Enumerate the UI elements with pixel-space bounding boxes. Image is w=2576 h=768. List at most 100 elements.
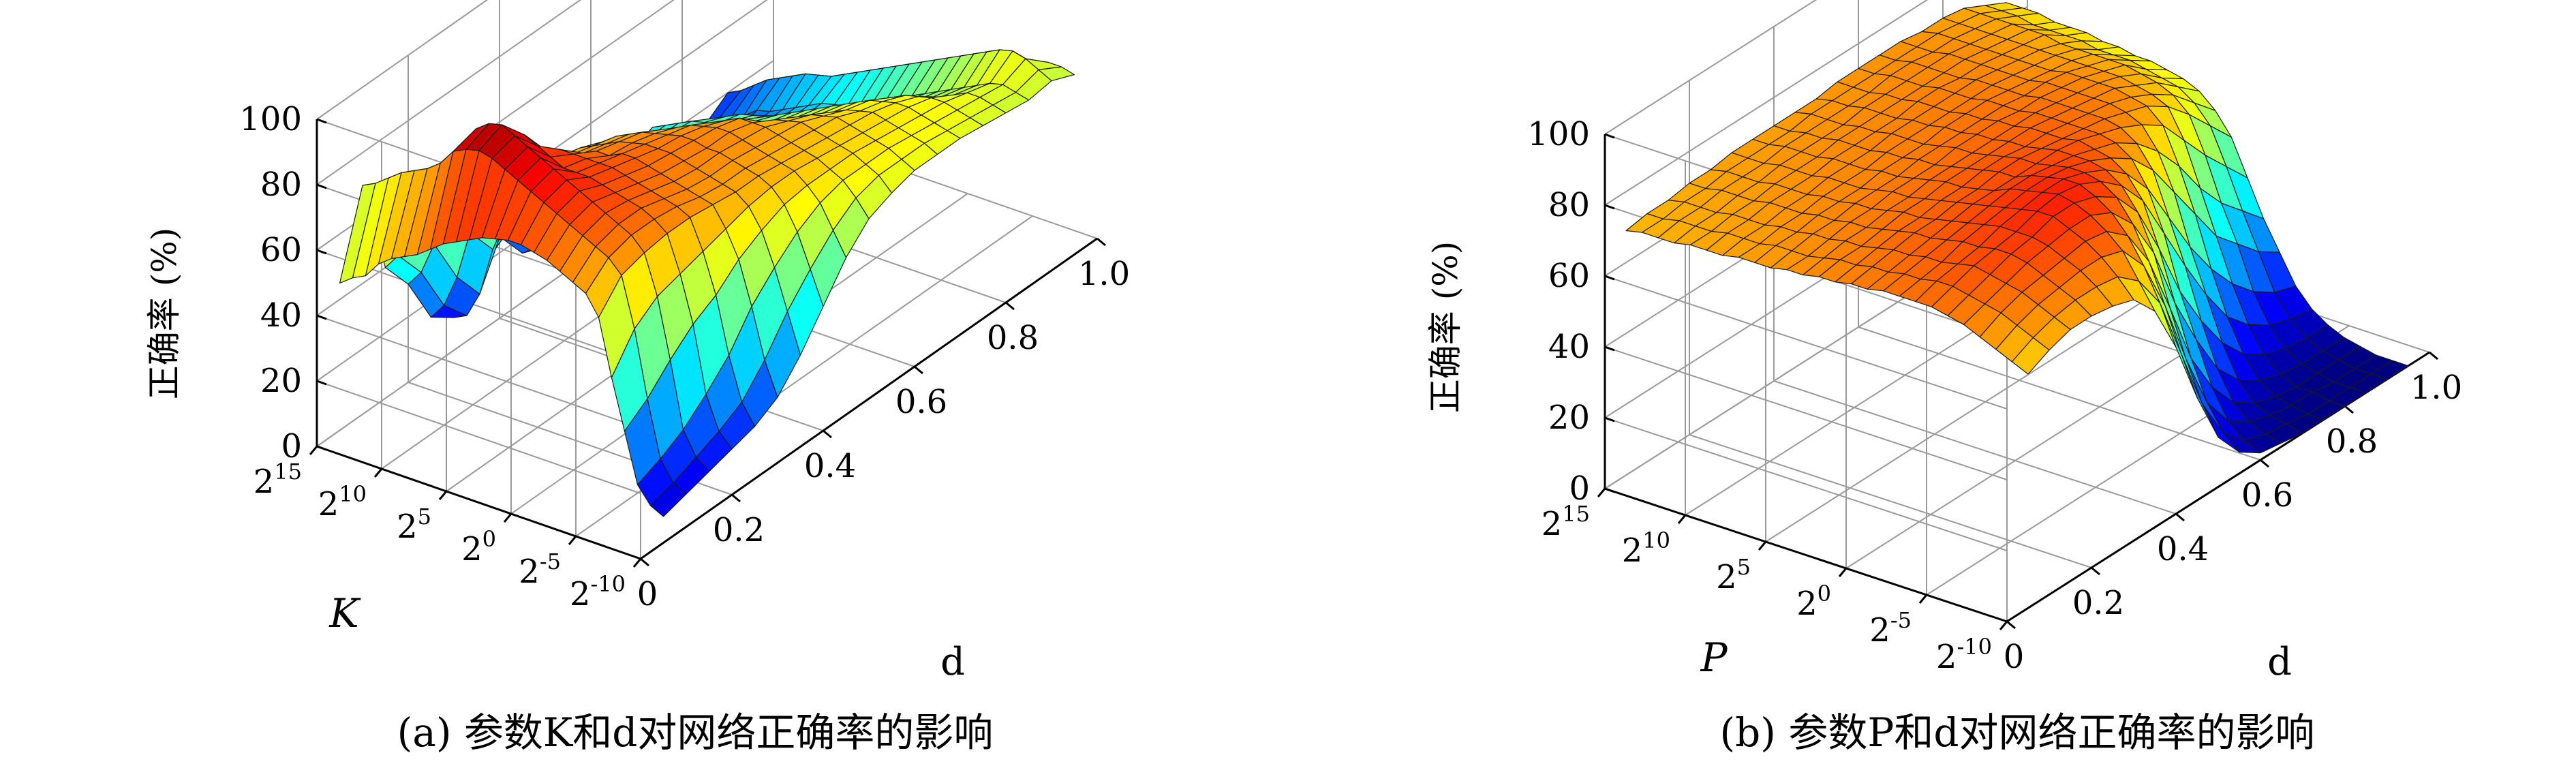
z-tick-label: 20 [260,362,302,400]
gridline [1604,0,1929,206]
d-tick-label: 0.6 [2241,476,2293,514]
param-axis-line [1604,487,2008,623]
param-tick [1999,621,2008,630]
param-tick [309,446,318,455]
d-tick [640,557,649,567]
subplot-b-z-axis-label: 正确率 (%) [1426,241,1465,413]
gridline [316,315,641,429]
z-tick [1604,204,1615,210]
z-tick-label: 0 [281,427,302,465]
d-tick-label: 0 [2004,638,2025,676]
z-tick [1604,416,1615,423]
d-tick-label: 0.6 [895,383,947,421]
d-tick [2260,459,2269,468]
d-tick [823,429,832,439]
param-tick [1838,568,1847,577]
z-tick [1604,133,1615,139]
subplot-a-y-axis-label: K [328,590,361,636]
z-tick-label: 100 [1527,115,1590,153]
d-tick-label: 0.2 [713,511,765,549]
d-tick-label: 0.4 [804,447,856,485]
param-tick-label: 2-5 [519,549,561,591]
subplot-a-x-tick-labels: 0 0.2 0.4 0.6 0.8 1.0 [637,255,1130,613]
subplot-b: 0 20 40 60 80 100 215 210 25 20 2-5 2-10 0 0.2 0.4 0.… [1426,0,2462,756]
z-tick [316,445,327,451]
subplot-a: 0 20 40 60 80 100 215 210 25 20 2-52-10 0 0.2 0.4 0.… [144,0,1130,756]
z-tick-label: 60 [260,231,302,269]
gridline [1689,434,2092,568]
d-tick [2006,620,2016,630]
z-tick [1604,345,1615,352]
d-tick-label: 0.4 [2157,530,2209,568]
z-tick-label: 80 [1548,186,1590,224]
z-tick [316,183,327,189]
z-tick [316,118,327,124]
param-tick-label: 25 [397,504,431,546]
z-tick [316,380,327,386]
d-axis-line [640,237,1098,560]
param-tick-label: 210 [1622,527,1670,570]
subplot-b-x-tick-labels: 0 0.2 0.4 0.6 0.8 1.0 [2004,369,2462,676]
surface-facet [649,482,687,517]
subplot-a-z-axis-label: 正确率 (%) [144,228,184,399]
param-tick-label: 20 [1796,581,1831,623]
subplot-a-surface [339,49,1075,517]
param-tick-label: 2-10 [1936,634,1992,676]
d-tick [1097,237,1106,247]
gridline [1604,346,2008,480]
d-tick-label: 1.0 [2410,369,2462,407]
subplot-a-caption: (a) 参数K和d对网络正确率的影响 [397,709,994,756]
z-tick-label: 60 [1548,257,1590,295]
param-tick-label: 215 [254,459,302,501]
z-tick [1604,275,1615,281]
param-tick-label: 215 [1542,501,1590,543]
z-tick-label: 40 [260,296,302,335]
surface-facet [2011,337,2050,375]
param-tick [438,491,448,500]
d-tick [2429,351,2438,360]
d-tick [2344,405,2354,414]
d-tick [2091,566,2100,576]
gridline [1604,275,2008,410]
param-axis-line [316,445,641,560]
subplot-a-x-axis-label: d [940,640,965,684]
subplot-b-surface [1625,2,2409,454]
subplot-a-y-tick-labels: 215 210 25 20 2-52-10 [254,459,626,613]
param-tick-label: 2-10 [570,571,626,613]
d-tick-label: 0 [637,575,658,613]
d-tick [2175,512,2185,522]
subplot-b-y-axis-label: P [1700,634,1728,681]
param-tick [1677,514,1687,524]
gridline [1765,272,2189,542]
d-tick-label: 0.8 [2326,423,2378,461]
z-tick-label: 100 [239,100,302,138]
z-tick-label: 0 [1569,470,1590,508]
param-tick-label: 2-5 [1869,607,1912,649]
gridline [1858,326,2261,461]
subplot-b-z-tick-labels: 0 20 40 60 80 100 [1527,115,1590,508]
gridline [316,380,641,494]
param-tick [1597,488,1606,497]
param-tick [568,536,577,545]
d-tick [914,365,923,375]
z-tick-label: 80 [260,166,302,204]
gridline [1773,380,2177,514]
subplot-b-x-axis-label: d [2267,640,2292,684]
d-tick-label: 0.8 [987,319,1039,357]
gridline [1604,0,1818,135]
d-tick-label: 1.0 [1078,255,1130,293]
param-tick-label: 25 [1716,554,1751,596]
z-tick [316,314,327,320]
gridline [316,0,489,120]
z-tick-label: 40 [1548,328,1590,366]
z-tick [1604,487,1615,493]
subplot-a-z-tick-labels: 0 20 40 60 80 100 [239,100,302,465]
param-tick [1758,541,1767,551]
param-tick-label: 210 [318,481,367,523]
param-tick [373,468,383,478]
param-tick [632,558,642,568]
z-tick-label: 20 [1548,399,1590,437]
param-tick-label: 20 [461,526,496,568]
param-tick [1918,594,1928,604]
